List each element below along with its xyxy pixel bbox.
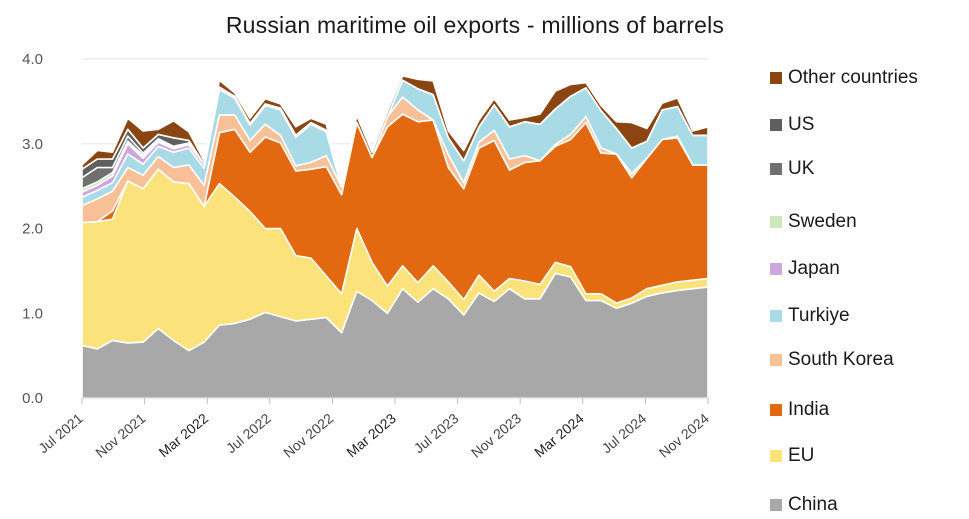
legend-label: Sweden [788, 211, 857, 232]
x-tick-label: Nov 2024 [656, 410, 712, 461]
legend-swatch [770, 216, 782, 228]
x-tick-label: Nov 2023 [468, 410, 524, 461]
y-tick-label: 4.0 [22, 51, 43, 68]
legend-item: Sweden [770, 211, 857, 233]
x-axis: Jul 2021 Nov 2021 Mar 2022 Jul 2022 Nov 2022… [35, 397, 712, 461]
legend-item: Other countries [770, 67, 918, 89]
legend-item: UK [770, 158, 814, 180]
x-tick-label: Mar 2022 [156, 410, 212, 460]
legend-swatch [770, 72, 782, 84]
y-tick-label: 3.0 [22, 136, 43, 153]
legend-item: Turkiye [770, 305, 850, 327]
legend-item: EU [770, 445, 814, 467]
x-tick-label: Mar 2024 [531, 410, 587, 460]
legend-label: Turkiye [788, 305, 850, 326]
legend-label: India [788, 399, 830, 420]
legend-item: India [770, 399, 829, 421]
legend-label: Other countries [788, 67, 918, 88]
y-axis: 0.0 1.0 2.0 3.0 4.0 [22, 51, 43, 407]
x-tick-label: Nov 2021 [92, 410, 148, 461]
legend-label: South Korea [788, 349, 894, 370]
legend-swatch [770, 163, 782, 175]
legend-swatch [770, 119, 782, 131]
y-tick-label: 0.0 [22, 390, 43, 407]
legend-label: EU [788, 445, 815, 466]
legend-label: China [788, 494, 838, 515]
legend-label: UK [788, 158, 815, 179]
legend-item: China [770, 494, 838, 516]
x-tick-label: Jul 2022 [223, 410, 274, 456]
legend-swatch [770, 354, 782, 366]
legend-swatch [770, 450, 782, 462]
legend-swatch [770, 263, 782, 275]
x-tick-label: Jul 2021 [35, 410, 86, 456]
area-other-countries [81, 75, 709, 188]
y-tick-label: 2.0 [22, 221, 43, 238]
legend-label: US [788, 114, 815, 135]
x-tick-label: Nov 2022 [280, 410, 336, 461]
legend-item: Japan [770, 258, 840, 280]
area-series [81, 75, 709, 399]
legend-swatch [770, 499, 782, 511]
legend-item: US [770, 114, 814, 136]
x-tick-label: Mar 2023 [343, 410, 399, 460]
legend-swatch [770, 404, 782, 416]
legend-swatch [770, 310, 782, 322]
legend-label: Japan [788, 258, 840, 279]
x-tick-label: Jul 2023 [411, 410, 462, 456]
chart-title: Russian maritime oil exports - millions … [225, 12, 725, 38]
y-tick-label: 1.0 [22, 305, 43, 322]
legend-item: South Korea [770, 349, 894, 371]
x-tick-label: Jul 2024 [598, 410, 649, 456]
